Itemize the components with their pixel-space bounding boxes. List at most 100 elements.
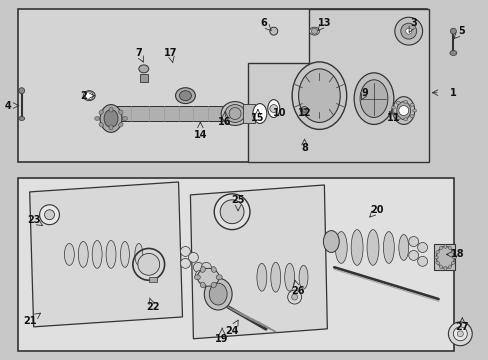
Text: 19: 19	[215, 334, 228, 344]
Ellipse shape	[443, 266, 446, 270]
Ellipse shape	[194, 275, 200, 280]
Text: 14: 14	[193, 130, 207, 140]
Ellipse shape	[392, 96, 414, 125]
Ellipse shape	[291, 62, 346, 129]
Ellipse shape	[267, 100, 279, 117]
Ellipse shape	[359, 80, 387, 117]
Ellipse shape	[435, 250, 439, 253]
Ellipse shape	[109, 107, 113, 112]
Circle shape	[85, 92, 93, 100]
Ellipse shape	[99, 110, 103, 114]
Text: 23: 23	[27, 215, 41, 225]
Circle shape	[180, 258, 190, 268]
Ellipse shape	[100, 105, 122, 132]
Ellipse shape	[396, 102, 410, 120]
Ellipse shape	[135, 243, 142, 265]
Ellipse shape	[209, 283, 226, 305]
Circle shape	[302, 109, 306, 113]
Ellipse shape	[78, 242, 88, 267]
Bar	[116, 105, 243, 121]
Circle shape	[220, 200, 244, 224]
Ellipse shape	[450, 250, 454, 253]
Circle shape	[195, 270, 205, 280]
Ellipse shape	[450, 261, 454, 265]
Ellipse shape	[366, 230, 378, 265]
Text: 21: 21	[23, 316, 36, 326]
Bar	[18, 178, 453, 351]
Text: 5: 5	[457, 26, 464, 36]
Circle shape	[417, 256, 427, 266]
Text: 8: 8	[301, 143, 307, 153]
Bar	[18, 9, 426, 162]
Ellipse shape	[175, 88, 195, 104]
Ellipse shape	[99, 122, 103, 127]
Circle shape	[394, 17, 422, 45]
Circle shape	[193, 262, 203, 272]
Polygon shape	[30, 182, 182, 327]
Circle shape	[188, 252, 198, 262]
Circle shape	[417, 243, 427, 252]
Ellipse shape	[434, 256, 438, 259]
Text: 3: 3	[409, 18, 416, 28]
Ellipse shape	[435, 261, 439, 265]
Circle shape	[408, 251, 418, 260]
Ellipse shape	[395, 102, 400, 104]
Ellipse shape	[221, 102, 248, 125]
Bar	[148, 277, 156, 282]
Ellipse shape	[179, 91, 191, 100]
Ellipse shape	[309, 27, 319, 35]
Text: 1: 1	[449, 88, 456, 98]
Circle shape	[456, 331, 462, 337]
Ellipse shape	[106, 240, 116, 268]
Text: 17: 17	[163, 48, 177, 58]
Ellipse shape	[395, 117, 400, 120]
Circle shape	[447, 322, 471, 346]
Ellipse shape	[298, 69, 340, 122]
Ellipse shape	[383, 231, 393, 264]
Circle shape	[287, 290, 301, 304]
Polygon shape	[247, 9, 427, 162]
Ellipse shape	[64, 243, 74, 265]
Circle shape	[19, 88, 25, 94]
Ellipse shape	[95, 117, 100, 121]
Polygon shape	[190, 185, 326, 339]
Ellipse shape	[403, 118, 407, 121]
Text: 15: 15	[251, 113, 264, 123]
Ellipse shape	[139, 65, 148, 73]
Ellipse shape	[391, 112, 395, 115]
Ellipse shape	[256, 264, 266, 291]
Bar	[243, 104, 254, 123]
Circle shape	[44, 210, 54, 220]
Text: 7: 7	[135, 48, 142, 58]
Ellipse shape	[284, 264, 294, 291]
Ellipse shape	[211, 282, 216, 288]
Ellipse shape	[224, 105, 244, 122]
Circle shape	[214, 194, 249, 230]
Ellipse shape	[335, 231, 346, 264]
Ellipse shape	[204, 278, 232, 310]
Circle shape	[400, 23, 416, 39]
Ellipse shape	[412, 109, 416, 112]
Circle shape	[138, 253, 160, 275]
Text: 9: 9	[361, 88, 367, 98]
Text: 22: 22	[145, 302, 159, 312]
Circle shape	[300, 107, 308, 114]
Ellipse shape	[391, 106, 395, 109]
Ellipse shape	[447, 265, 450, 269]
Ellipse shape	[197, 268, 219, 286]
Text: 12: 12	[297, 108, 311, 117]
Ellipse shape	[200, 267, 205, 273]
Bar	[140, 74, 147, 82]
Text: 26: 26	[290, 286, 304, 296]
Ellipse shape	[119, 110, 123, 114]
Circle shape	[201, 262, 211, 272]
Text: 16: 16	[218, 117, 231, 127]
Circle shape	[452, 327, 467, 341]
Ellipse shape	[438, 265, 442, 269]
Ellipse shape	[120, 242, 129, 267]
Ellipse shape	[270, 262, 280, 292]
Text: 18: 18	[449, 249, 463, 260]
Text: 6: 6	[260, 18, 266, 28]
Ellipse shape	[109, 125, 113, 130]
Circle shape	[291, 294, 297, 300]
